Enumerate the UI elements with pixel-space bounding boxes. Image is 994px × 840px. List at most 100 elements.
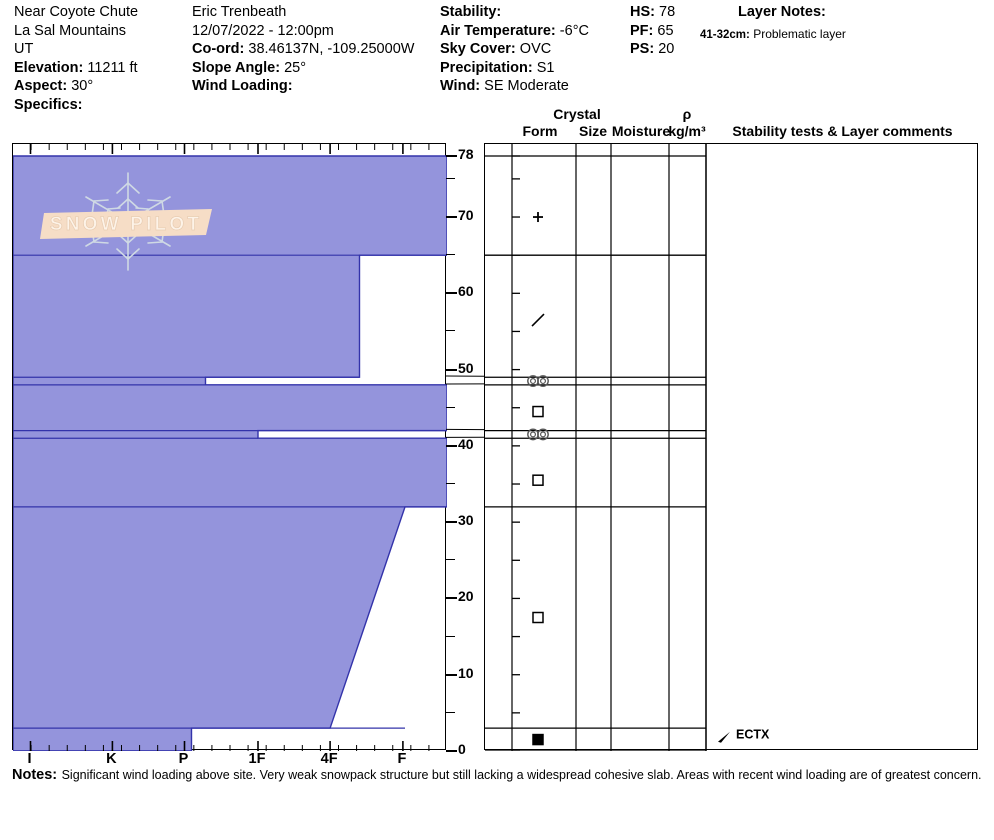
- observer-row-0: Eric Trenbeath: [192, 3, 432, 22]
- stability-test-ECTX[interactable]: ECTX: [718, 728, 770, 743]
- field-label: Specifics:: [14, 96, 83, 113]
- crystal-form-cell-4: [527, 428, 549, 441]
- column-title-stability: Stability tests & Layer comments: [732, 123, 953, 139]
- field-label: Air Temperature:: [440, 22, 556, 39]
- hardness-label-4F: 4F: [320, 751, 338, 767]
- crystal-form-cell-5: [532, 474, 544, 486]
- crystal-form-cell-7: [532, 733, 544, 746]
- crystal-symbol-sq: [532, 611, 544, 624]
- conditions-row-0: Stability:: [440, 3, 620, 22]
- depth-label-78: 78: [458, 146, 474, 162]
- hardness-profile-svg: [13, 144, 447, 751]
- field-label: Stability:: [440, 4, 502, 20]
- location-row-3: Elevation: 11211 ft: [14, 59, 194, 78]
- depth-minor-tick-55: [446, 330, 455, 332]
- layer-note-0: 41-32cm: Problematic layer: [700, 25, 990, 45]
- field-label: Slope Angle:: [192, 59, 281, 76]
- notes-text: Significant wind loading above site. Ver…: [61, 768, 982, 782]
- layer-notes-list: 41-32cm: Problematic layer: [700, 25, 990, 45]
- depth-minor-tick-15: [446, 635, 455, 637]
- conditions-row-3: Precipitation: S1: [440, 59, 620, 78]
- location-row-0: Near Coyote Chute: [14, 3, 194, 22]
- column-title-moisture: Moisture: [611, 123, 671, 139]
- measurement-row-1: PF: 65: [630, 22, 700, 41]
- layer-note-range: 41-32cm:: [700, 28, 750, 41]
- column-title-crystal: Crystal: [553, 106, 601, 122]
- header-column-layer-notes: Layer Notes: 41-32cm: Problematic layer: [700, 3, 990, 44]
- depth-major-tick-70: [446, 216, 457, 219]
- depth-label-70: 70: [458, 207, 474, 224]
- field-label: Co-ord:: [192, 41, 245, 57]
- layer-note-text: Problematic layer: [749, 26, 846, 41]
- crystal-symbol-sqf: [532, 733, 544, 746]
- depth-minor-tick-25: [446, 559, 455, 561]
- field-label: PS:: [630, 41, 655, 57]
- field-value: 30°: [71, 78, 94, 94]
- field-value: Eric Trenbeath: [192, 4, 287, 20]
- field-value: OVC: [519, 41, 552, 57]
- location-row-5: Specifics:: [14, 96, 194, 115]
- crystal-symbol-sq: [532, 474, 544, 486]
- field-label: HS:: [630, 4, 655, 20]
- depth-major-tick-20: [446, 597, 457, 600]
- field-value: -6°C: [559, 22, 589, 39]
- field-label: PF:: [630, 22, 654, 39]
- field-value: 20: [658, 41, 675, 57]
- depth-label-20: 20: [458, 588, 474, 605]
- field-value: 11211 ft: [87, 59, 138, 76]
- conditions-row-1: Air Temperature: -6°C: [440, 22, 620, 41]
- depth-minor-tick-45: [446, 406, 455, 408]
- hardness-label-F: F: [397, 751, 407, 767]
- depth-minor-tick-35: [446, 483, 455, 484]
- hardness-axis-labels: I K P 1F 4F F: [0, 748, 460, 770]
- location-row-1: La Sal Mountains: [14, 22, 194, 41]
- hardness-area: [13, 155, 447, 751]
- conditions-row-2: Sky Cover: OVC: [440, 40, 620, 59]
- field-label: Wind:: [440, 78, 481, 94]
- depth-major-tick-10: [446, 673, 457, 676]
- pit-header: Near Coyote Chute La Sal Mountains UT Eleva…: [0, 0, 994, 118]
- hardness-label-K: K: [106, 751, 117, 767]
- hardness-profile-chart[interactable]: SNOW PILOT: [12, 143, 447, 751]
- crystal-form-cell-1: [531, 313, 545, 327]
- depth-major-tick-60: [446, 292, 457, 295]
- observer-row-4: Wind Loading:: [192, 77, 432, 96]
- depth-label-40: 40: [458, 435, 474, 452]
- observer-row-1: 12/07/2022 - 12:00pm: [192, 22, 432, 41]
- field-value: UT: [14, 41, 34, 57]
- field-value: 65: [657, 22, 674, 39]
- stratigraphy-table[interactable]: ECTX: [484, 143, 978, 751]
- depth-label-30: 30: [458, 512, 474, 529]
- measurement-row-2: PS: 20: [630, 40, 700, 59]
- header-column-location: Near Coyote Chute La Sal Mountains UT Eleva…: [14, 3, 194, 114]
- notes-row: Notes: Significant wind loading above si…: [12, 766, 987, 784]
- depth-minor-tick-65: [446, 254, 455, 256]
- depth-label-0: 0: [458, 741, 466, 757]
- field-label: Wind Loading:: [192, 78, 293, 94]
- depth-label-50: 50: [458, 359, 474, 376]
- layer-notes-title: Layer Notes:: [738, 4, 826, 20]
- column-title-density-unit: kg/m³: [668, 123, 706, 139]
- field-label: Elevation:: [14, 59, 84, 76]
- depth-label-60: 60: [458, 283, 474, 300]
- crystal-form-cell-6: [532, 611, 544, 624]
- depth-label-10: 10: [458, 664, 474, 681]
- crystal-symbol-oo: [537, 428, 549, 441]
- stratigraphy-table-svg: ECTX: [485, 144, 770, 751]
- crystal-symbol-oo: [539, 431, 546, 438]
- conditions-row-4: Wind: SE Moderate: [440, 77, 620, 96]
- field-value: S1: [536, 59, 555, 76]
- table-column-titles: Crystal Form Size Moisture ρ kg/m³ Stabi…: [0, 106, 994, 140]
- observer-row-2: Co-ord: 38.46137N, -109.25000W: [192, 40, 432, 59]
- header-column-conditions: Stability: Air Temperature: -6°C Sky Cover…: [440, 3, 620, 96]
- field-value: 38.46137N, -109.25000W: [248, 41, 415, 57]
- field-value: 25°: [284, 59, 307, 76]
- field-value: 12/07/2022 - 12:00pm: [192, 22, 334, 39]
- crystal-symbol-oo: [537, 375, 549, 387]
- field-label: Precipitation:: [440, 59, 533, 76]
- header-column-observer: Eric Trenbeath 12/07/2022 - 12:00pm Co-ord…: [192, 3, 432, 96]
- column-title-density: ρ: [682, 106, 692, 122]
- test-label: ECTX: [736, 728, 770, 742]
- crystal-symbol-oo: [529, 431, 536, 438]
- crystal-symbol-oo: [539, 378, 546, 385]
